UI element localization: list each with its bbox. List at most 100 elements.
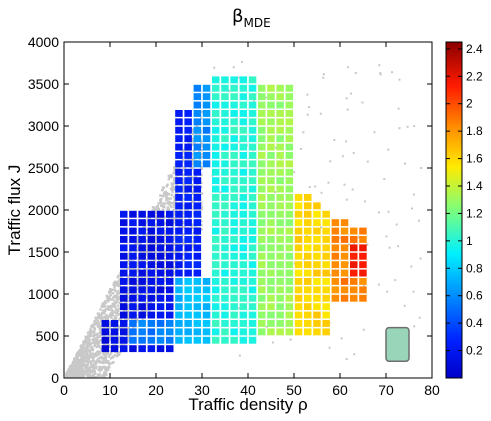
heatmap-cell [138,320,146,327]
heatmap-cell [285,185,294,193]
heatmap-cell [258,244,266,252]
scatter-point [86,349,90,353]
scatter-point [69,365,72,368]
heatmap-cell [313,210,321,218]
heatmap-cell [359,252,367,260]
scatter-point [127,259,131,262]
scatter-point [94,375,97,378]
scatter-point [167,208,170,212]
heatmap-cell [322,303,330,311]
scatter-point [126,278,130,281]
heatmap-cell [129,336,137,344]
heatmap-cell [147,227,156,235]
scatter-point [94,352,98,355]
scatter-point [171,186,174,189]
heatmap-cell [230,244,238,252]
scatter-point [173,188,176,191]
heatmap-cell [184,303,192,311]
heatmap-cell [322,269,330,277]
heatmap-cell [350,294,358,302]
heatmap-cell [258,194,266,201]
scatter-point [106,316,109,319]
scatter-point [91,348,95,352]
heatmap-cell [267,202,275,210]
heatmap-cell [212,194,220,201]
heatmap-cell [129,286,137,294]
scatter-point [135,308,139,312]
scatter-point [183,197,186,201]
scatter-point [158,251,162,254]
heatmap-cell [276,168,284,176]
heatmap-cell [294,194,303,201]
heatmap-cell [239,278,248,285]
scatter-point [145,313,148,317]
heatmap-cell [221,227,229,235]
heatmap-cell [258,160,266,168]
scatter-point [93,320,96,323]
heatmap-cell [230,93,238,101]
scatter-point [158,258,161,262]
scatter-point [66,373,70,376]
scatter-point [83,365,86,368]
heatmap-cell [248,84,257,92]
heatmap-cell [138,345,146,353]
heatmap-cell [267,110,275,117]
heatmap-cell [120,236,128,243]
heatmap-cell [110,320,119,327]
scatter-point [76,358,79,361]
scatter-point [113,299,116,303]
heatmap-cell [258,110,266,117]
scatter-point [112,305,115,308]
scatter-point [164,258,167,261]
heatmap-cell [258,210,266,218]
scatter-point [184,250,187,253]
scatter-point [84,354,88,358]
scatter-point [104,361,108,364]
scatter-point [146,241,149,244]
scatter-point [136,298,139,301]
scatter-point [177,251,180,254]
heatmap-cell [258,177,266,185]
heatmap-cell [184,336,192,344]
heatmap-cell [230,76,238,84]
heatmap-cell [276,185,284,193]
scatter-point [67,368,70,372]
scatter-point [101,305,105,308]
scatter-point [92,335,96,338]
heatmap-cell [350,286,358,294]
scatter-point [184,159,187,162]
heatmap-cell [322,286,330,294]
scatter-outlier [406,125,409,128]
heatmap-cell [212,168,220,176]
heatmap-cell [230,210,238,218]
scatter-point [136,236,139,240]
scatter-point [127,333,130,337]
scatter-point [98,366,101,369]
scatter-point [104,369,108,373]
scatter-outlier [329,160,332,163]
scatter-point [152,234,155,237]
scatter-point [144,276,147,279]
heatmap-cell [184,126,192,134]
scatter-point [127,254,130,257]
heatmap-cell [267,303,275,311]
scatter-point [83,343,86,346]
scatter-point [164,243,167,246]
scatter-point [148,309,151,312]
heatmap-cell [184,320,192,327]
heatmap-cell [276,135,284,143]
scatter-point [86,366,90,369]
heatmap-cell [276,143,284,151]
scatter-point [79,349,82,352]
heatmap-cell [156,303,165,311]
heatmap-cell [212,227,220,235]
scatter-point [173,235,177,239]
scatter-point [71,364,74,367]
scatter-point [113,285,116,289]
scatter-point [182,187,185,190]
heatmap-cell [175,244,183,252]
scatter-point [190,243,194,247]
heatmap-cell [138,269,146,277]
scatter-point [98,344,101,348]
heatmap-cell [331,294,340,302]
